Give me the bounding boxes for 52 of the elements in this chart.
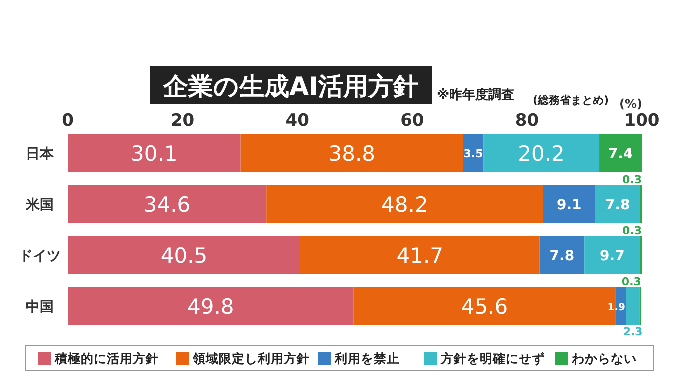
bar	[68, 288, 354, 326]
y-tick-label: ドイツ	[19, 248, 61, 264]
y-tick-label: 中国	[26, 300, 54, 316]
x-tick-label: 0	[62, 111, 74, 131]
y-tick-label: 日本	[26, 146, 55, 162]
data-label: 0.3	[622, 174, 642, 186]
data-label: 2.3	[623, 326, 643, 338]
legend-label: 利用を禁止	[334, 351, 400, 366]
data-label: 9.1	[556, 198, 582, 214]
data-label: 40.5	[160, 244, 208, 268]
data-label: 9.7	[600, 248, 625, 265]
legend-label: 領域限定し利用方針	[192, 351, 310, 366]
legend-label: 方針を明確にせず	[440, 351, 545, 366]
data-label: 30.1	[131, 142, 178, 166]
y-tick-label: 米国	[25, 198, 54, 214]
bar	[266, 186, 544, 224]
x-tick-label: 40	[286, 111, 310, 131]
data-label: 0.3	[622, 224, 642, 238]
legend-label: わからない	[571, 351, 637, 366]
x-axis-title: (%)	[620, 97, 642, 111]
chart-title: 企業の生成AI活用方針	[162, 72, 418, 101]
bar	[584, 236, 640, 274]
legend-label: 積極的に活用方針	[54, 351, 159, 366]
data-label: 7.4	[608, 146, 634, 163]
bar	[300, 236, 540, 274]
bar	[600, 134, 642, 172]
bar	[68, 186, 267, 224]
data-label: 7.8	[550, 248, 575, 265]
bar	[484, 134, 600, 172]
data-label: 7.8	[605, 198, 630, 214]
bar	[68, 236, 300, 274]
x-tick-label: 20	[170, 111, 195, 131]
bar	[596, 186, 640, 224]
chart-subtitle: ※昨年度調査	[437, 87, 515, 103]
bar	[240, 134, 464, 172]
text: (総務省まとめ)	[533, 94, 610, 107]
x-tick-label: 80	[515, 111, 540, 131]
x-tick-label: 100	[624, 111, 660, 131]
bar	[543, 186, 596, 224]
bar	[68, 134, 241, 172]
bar	[540, 236, 585, 274]
data-label: 41.7	[396, 244, 444, 268]
data-label: 34.6	[144, 193, 191, 218]
data-label: 3.5	[464, 147, 484, 160]
data-label: 20.2	[518, 142, 565, 166]
data-label: 45.6	[461, 295, 508, 320]
data-label: 49.8	[188, 295, 234, 320]
bar	[626, 288, 640, 326]
x-tick-label: 60	[400, 111, 424, 131]
data-label: 0.3	[622, 276, 642, 288]
data-label: 38.8	[328, 142, 376, 166]
data-label: 48.2	[382, 193, 428, 218]
